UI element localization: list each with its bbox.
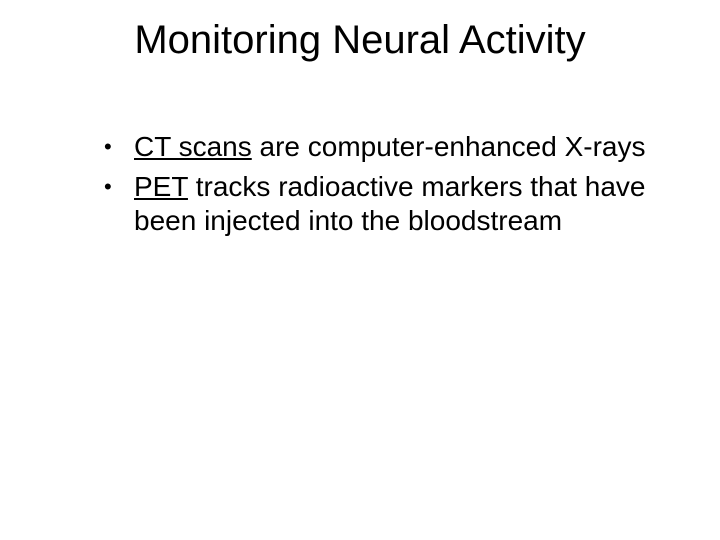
underlined-term: CT scans [134,131,252,162]
slide-body: CT scans are computer-enhanced X-rays PE… [98,130,658,244]
underlined-term: PET [134,171,188,202]
slide: Monitoring Neural Activity CT scans are … [0,0,720,540]
list-item: PET tracks radioactive markers that have… [98,170,658,238]
bullet-text: tracks radioactive markers that have bee… [134,171,645,236]
slide-title: Monitoring Neural Activity [0,18,720,63]
list-item: CT scans are computer-enhanced X-rays [98,130,658,164]
bullet-list: CT scans are computer-enhanced X-rays PE… [98,130,658,238]
bullet-text: are computer-enhanced X-rays [252,131,646,162]
